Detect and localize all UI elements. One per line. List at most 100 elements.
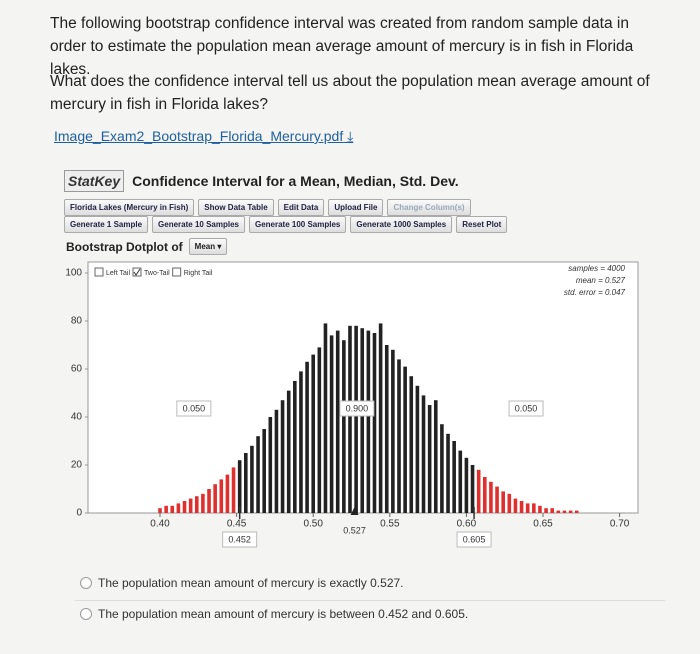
check [133, 268, 141, 276]
bar [366, 330, 371, 513]
bar [550, 508, 555, 513]
answer-text: The population mean amount of mercury is… [98, 607, 469, 621]
statistic[interactable]: Mean [194, 242, 216, 251]
bar [231, 467, 236, 513]
x-tick-label: 0.50 [303, 519, 323, 530]
link-text[interactable]: Image_Exam2_Bootstrap_Florida_Mercury.pd… [54, 128, 344, 144]
button[interactable]: Change Column(s) [387, 199, 471, 216]
bar [421, 395, 426, 513]
bar [458, 450, 463, 513]
y-tick-label: 20 [71, 460, 83, 471]
bar [311, 354, 316, 513]
question-text: What does the confidence interval tell u… [50, 73, 650, 113]
statkey-logo: StatKey [64, 170, 125, 192]
y-tick-label: 60 [71, 364, 83, 375]
bar [329, 335, 334, 513]
proportion-label: 0.050 [515, 403, 538, 413]
button[interactable]: Reset Plot [456, 216, 508, 233]
proportion-label: 0.050 [183, 403, 206, 413]
bar [237, 460, 242, 513]
button[interactable]: Show Data Table [198, 199, 274, 216]
button[interactable]: Florida Lakes (Mercury in Fish) [64, 199, 195, 216]
bar [274, 409, 279, 513]
answer-option[interactable]: The population mean amount of mercury is… [80, 607, 468, 621]
proportion-box [339, 400, 375, 417]
statkey-title: Confidence Interval for a Mean, Median, … [132, 173, 459, 189]
bar [409, 376, 414, 513]
bar [489, 481, 493, 513]
x-tick-label: 0.60 [457, 519, 477, 530]
bar [440, 424, 444, 513]
bar [495, 486, 499, 513]
y-tick-label: 100 [65, 268, 82, 279]
bar [397, 359, 401, 513]
tail-option: Right Tail [184, 270, 213, 277]
bar [182, 501, 187, 513]
radio[interactable] [80, 608, 92, 620]
ci-box [456, 531, 492, 548]
bar [507, 493, 512, 513]
bar [293, 381, 297, 513]
y-tick-label: 40 [71, 412, 83, 423]
ci-label: 0.605 [463, 534, 486, 544]
y-tick-label: 0 [76, 508, 82, 519]
button[interactable]: Generate 10 Samples [152, 216, 245, 233]
x-tick-label: 0.45 [227, 519, 247, 530]
button[interactable]: Generate 1 Sample [64, 216, 149, 233]
tail-option: Left Tail [106, 270, 130, 277]
bar [568, 510, 573, 513]
button[interactable]: Upload File [328, 199, 384, 216]
stat-line: mean = 0.527 [576, 276, 626, 285]
button[interactable]: Edit Data [277, 199, 325, 216]
bar [538, 505, 542, 513]
bar [354, 325, 358, 513]
answer-text: The population mean amount of mercury is… [98, 576, 404, 590]
bar [501, 491, 505, 513]
statistic-dropdown[interactable]: Mean ▾ [188, 238, 228, 255]
bar [532, 503, 536, 513]
bar [158, 508, 162, 513]
bar [225, 474, 230, 513]
bar [213, 484, 217, 513]
bar [188, 498, 193, 513]
question-text: The following bootstrap confidence inter… [50, 15, 634, 78]
button-row: Generate 1 Sample Generate 10 Samples Gene… [64, 216, 508, 233]
button[interactable]: Generate 100 Samples [248, 216, 347, 233]
bar [513, 498, 518, 513]
x-tick-label: 0.55 [380, 519, 400, 530]
bar [452, 441, 456, 513]
checkbox [132, 267, 142, 277]
bar [476, 469, 481, 513]
bar [562, 510, 567, 513]
bar [519, 501, 524, 513]
bar [415, 385, 420, 513]
bar [427, 405, 432, 513]
answer-option[interactable]: The population mean amount of mercury is… [80, 576, 404, 590]
x-tick-label: 0.65 [533, 519, 553, 530]
bar [335, 330, 340, 513]
checkbox [94, 267, 104, 277]
radio[interactable] [80, 577, 92, 589]
bar [323, 323, 328, 513]
bar [250, 445, 254, 513]
checkbox [172, 267, 182, 277]
bar [378, 323, 383, 513]
bar [446, 433, 450, 513]
file-link[interactable]: Image_Exam2_Bootstrap_Florida_Mercury.pd… [54, 128, 354, 144]
dotplot-text: Bootstrap Dotplot of [66, 239, 183, 254]
separator [75, 600, 665, 601]
button[interactable]: Generate 1000 Samples [350, 216, 453, 233]
stat-line: std. error = 0.047 [564, 288, 626, 297]
bar [544, 508, 548, 513]
bar [207, 489, 211, 513]
bar [268, 417, 273, 513]
ci-box [222, 531, 258, 548]
bar [280, 400, 285, 513]
proportion-label: 0.900 [346, 403, 369, 413]
bar [525, 503, 530, 513]
bar [372, 333, 377, 513]
bar [342, 340, 346, 513]
bar [219, 479, 224, 513]
dotplot-label: Bootstrap Dotplot of Mean ▾ [66, 238, 228, 255]
